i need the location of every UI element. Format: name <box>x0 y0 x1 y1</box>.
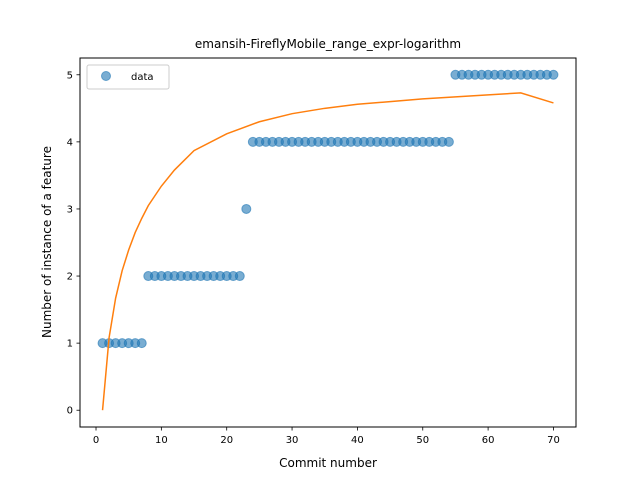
y-axis: 0 1 2 3 4 5 <box>67 70 80 417</box>
x-tick-label: 10 <box>155 435 168 446</box>
x-tick-label: 0 <box>93 435 99 446</box>
data-point <box>241 203 252 214</box>
y-tick-label: 0 <box>67 406 73 417</box>
y-tick-label: 2 <box>67 272 73 283</box>
y-tick-label: 1 <box>67 339 73 350</box>
legend-marker <box>101 71 111 81</box>
data-point <box>548 69 559 80</box>
x-tick-label: 60 <box>482 435 495 446</box>
plot-area <box>97 69 559 411</box>
legend-label: data <box>131 72 154 83</box>
y-tick-label: 4 <box>67 137 73 148</box>
data-point <box>443 136 454 147</box>
legend-box <box>86 64 170 90</box>
chart-title: emansih-FireflyMobile_range_expr-logarit… <box>195 37 461 51</box>
legend: data <box>86 64 170 90</box>
data-point <box>136 338 147 349</box>
x-axis-label: Commit number <box>279 456 377 470</box>
x-tick-label: 30 <box>286 435 299 446</box>
fit-line <box>101 92 554 411</box>
x-tick-label: 50 <box>416 435 429 446</box>
data-point <box>234 271 245 282</box>
y-tick-label: 5 <box>67 70 73 81</box>
y-tick-label: 3 <box>67 204 73 215</box>
x-tick-label: 20 <box>220 435 233 446</box>
y-axis-label: Number of instance of a feature <box>40 146 54 338</box>
x-tick-label: 70 <box>547 435 560 446</box>
x-axis: 0 10 20 30 40 50 60 70 <box>93 427 560 446</box>
x-tick-label: 40 <box>351 435 364 446</box>
axes-frame <box>79 57 577 428</box>
